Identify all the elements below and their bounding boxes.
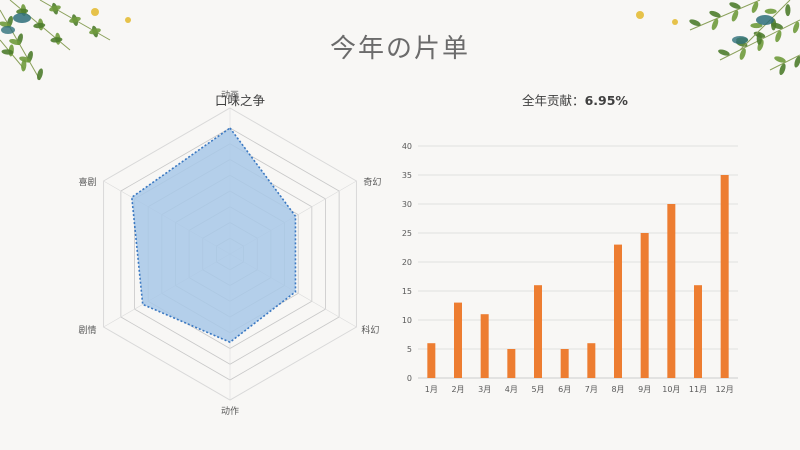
flower-icon xyxy=(91,8,99,16)
bar-6 xyxy=(560,349,569,378)
leaf-icon xyxy=(689,19,701,26)
x-tick-label: 4月 xyxy=(505,385,518,394)
leaf-icon xyxy=(750,22,763,29)
branch-stem xyxy=(0,9,41,81)
y-tick-label: 25 xyxy=(402,229,412,238)
x-tick-label: 10月 xyxy=(662,385,680,394)
leaf-icon xyxy=(16,8,29,14)
radar-axis-label: 剧情 xyxy=(79,324,97,336)
x-tick-label: 6月 xyxy=(558,385,571,394)
x-tick-label: 12月 xyxy=(716,385,734,394)
leaf-icon xyxy=(709,10,721,18)
leaf-icon xyxy=(785,4,791,17)
radar-series-area xyxy=(130,126,297,344)
leaf-icon xyxy=(69,16,81,23)
leaf-icon xyxy=(731,10,739,22)
bar-chart-title-value: 6.95% xyxy=(584,93,628,108)
flower-icon xyxy=(636,11,644,19)
radar-axis-label: 动画 xyxy=(221,90,239,101)
leaf-icon xyxy=(50,37,63,43)
bar-10 xyxy=(667,204,676,378)
flower-icon xyxy=(125,17,131,23)
leaf-icon xyxy=(33,22,46,29)
y-tick-label: 5 xyxy=(407,345,412,354)
x-tick-label: 11月 xyxy=(689,385,707,394)
leaf-icon xyxy=(9,39,21,45)
y-tick-label: 35 xyxy=(402,171,412,180)
leaf-icon xyxy=(792,21,800,34)
radar-axis-label: 动作 xyxy=(221,405,239,417)
bar-4 xyxy=(507,349,516,378)
leaf-icon xyxy=(19,56,31,63)
teal-leaf-icon xyxy=(732,36,748,44)
page-title: 今年の片单 xyxy=(329,34,470,64)
leaf-icon xyxy=(729,2,741,9)
x-tick-label: 2月 xyxy=(451,385,464,394)
flower-icon xyxy=(672,19,678,25)
leaf-icon xyxy=(21,59,27,72)
leaf-icon xyxy=(718,49,730,56)
bar-1 xyxy=(427,343,436,378)
x-tick-label: 9月 xyxy=(638,385,651,394)
leaf-icon xyxy=(775,30,782,43)
leaf-icon xyxy=(739,48,746,60)
x-tick-label: 1月 xyxy=(425,385,438,394)
leaf-icon xyxy=(711,18,719,31)
leaf-icon xyxy=(49,5,61,12)
y-tick-label: 15 xyxy=(402,287,412,296)
bar-chart-title-prefix: 全年贡献： xyxy=(522,93,585,108)
x-tick-label: 8月 xyxy=(611,385,624,394)
leaf-icon xyxy=(756,32,762,45)
radar-chart-title: 口味之争 xyxy=(214,93,265,108)
teal-leaf-icon xyxy=(13,13,31,23)
leaf-icon xyxy=(774,56,786,63)
bar-chart-title: 全年贡献：6.95% xyxy=(470,90,680,109)
branch-stem xyxy=(689,0,761,31)
leaf-icon xyxy=(794,55,800,68)
x-tick-label: 7月 xyxy=(585,385,598,394)
teal-leaf-icon xyxy=(1,26,15,34)
bar-12 xyxy=(720,175,729,378)
bar-9 xyxy=(640,233,649,378)
leaf-icon xyxy=(0,21,11,28)
leaf-icon xyxy=(1,49,14,55)
bar-8 xyxy=(614,244,622,378)
y-tick-label: 30 xyxy=(402,200,412,209)
radar-axis-label: 喜剧 xyxy=(79,176,97,188)
leaf-icon xyxy=(751,1,759,13)
radar-axis-label: 奇幻 xyxy=(363,176,381,188)
bar-11 xyxy=(694,285,702,378)
teal-leaf-icon xyxy=(756,15,774,25)
x-tick-label: 3月 xyxy=(478,385,491,394)
bar-3 xyxy=(480,314,489,378)
bar-2 xyxy=(454,302,462,378)
branch-stem xyxy=(769,54,800,71)
bar-7 xyxy=(587,343,596,378)
leaf-icon xyxy=(779,63,786,76)
bar-5 xyxy=(534,285,542,378)
leaf-icon xyxy=(37,68,43,81)
y-tick-label: 40 xyxy=(402,142,412,151)
y-tick-label: 0 xyxy=(407,374,412,383)
leaf-icon xyxy=(89,28,101,35)
x-tick-label: 5月 xyxy=(531,385,544,394)
y-tick-label: 10 xyxy=(402,316,412,325)
leaf-icon xyxy=(764,8,777,14)
radar-axis-label: 科幻 xyxy=(361,324,379,336)
y-tick-label: 20 xyxy=(402,258,412,267)
